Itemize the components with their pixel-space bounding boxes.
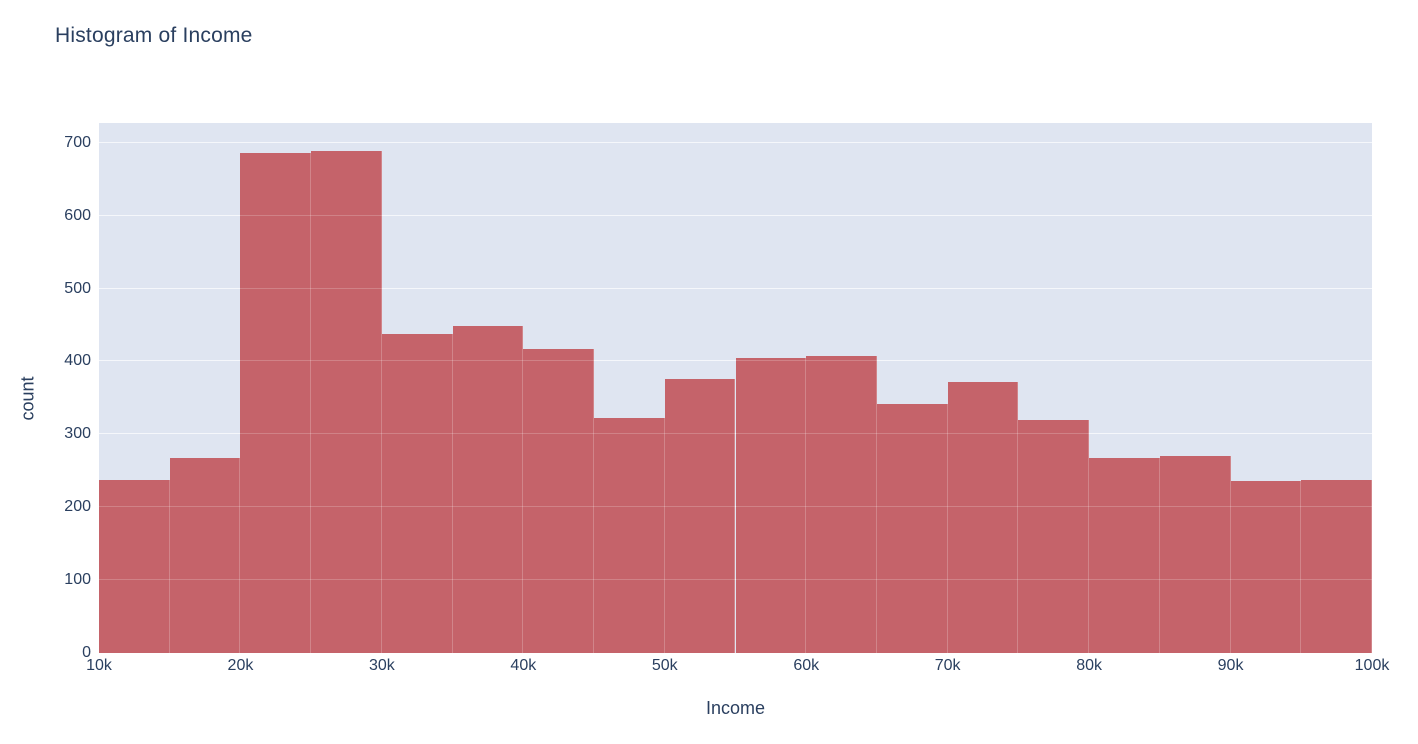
x-tick-label-10k: 10k (86, 657, 112, 674)
histogram-bar[interactable] (735, 358, 807, 653)
histogram-bar[interactable] (876, 404, 948, 653)
x-tick-label-60k: 60k (793, 657, 820, 674)
x-tick-label-70k: 70k (934, 657, 961, 674)
histogram-bar[interactable] (381, 334, 453, 653)
histogram-bar[interactable] (311, 151, 382, 653)
y-tick-label-200: 200 (64, 498, 91, 516)
histogram-bar[interactable] (1230, 480, 1302, 653)
y-tick-label-300: 300 (64, 425, 91, 443)
gridline-y-600 (99, 214, 1372, 216)
y-tick-label-0: 0 (82, 644, 91, 661)
histogram-bar[interactable] (452, 325, 524, 653)
y-axis-title: count (17, 376, 38, 421)
plot-area (99, 123, 1372, 653)
histogram-bar[interactable] (1089, 458, 1160, 653)
histogram-bar[interactable] (1159, 456, 1231, 653)
y-tick-label-700: 700 (64, 133, 91, 151)
y-tick-label-600: 600 (64, 206, 91, 224)
gridline-y-700 (99, 141, 1372, 143)
y-tick-label-500: 500 (64, 279, 91, 297)
y-axis-tick-labels: 0 100 200 300 400 500 600 700 (0, 123, 91, 661)
histogram-bar[interactable] (664, 378, 736, 653)
x-tick-label-80k: 80k (1076, 657, 1103, 674)
y-tick-label-400: 400 (64, 352, 91, 370)
histogram-bar[interactable] (240, 152, 312, 653)
x-tick-label-50k: 50k (651, 657, 678, 674)
histogram-bar[interactable] (1018, 420, 1090, 653)
x-tick-label-20k: 20k (227, 657, 254, 674)
x-tick-label-40k: 40k (510, 657, 537, 674)
y-tick-label-100: 100 (64, 571, 91, 589)
chart-title: Histogram of Income (55, 24, 253, 47)
histogram-bar[interactable] (594, 417, 665, 653)
gridline-y-500 (99, 287, 1372, 289)
histogram-bar[interactable] (806, 355, 877, 653)
x-tick-label-90k: 90k (1217, 657, 1244, 674)
histogram-bar[interactable] (947, 381, 1019, 653)
histogram-bar[interactable] (169, 458, 241, 653)
histogram-bar[interactable] (523, 349, 595, 653)
x-tick-label-30k: 30k (368, 657, 395, 674)
x-axis-tick-labels: 10k 20k 30k 40k 50k 60k 70k 80k 90k 100k (86, 657, 1389, 679)
x-tick-label-100k: 100k (1354, 657, 1390, 674)
x-axis-title: Income (705, 698, 766, 718)
histogram-bar[interactable] (1301, 479, 1372, 653)
histogram-bar[interactable] (99, 479, 170, 653)
